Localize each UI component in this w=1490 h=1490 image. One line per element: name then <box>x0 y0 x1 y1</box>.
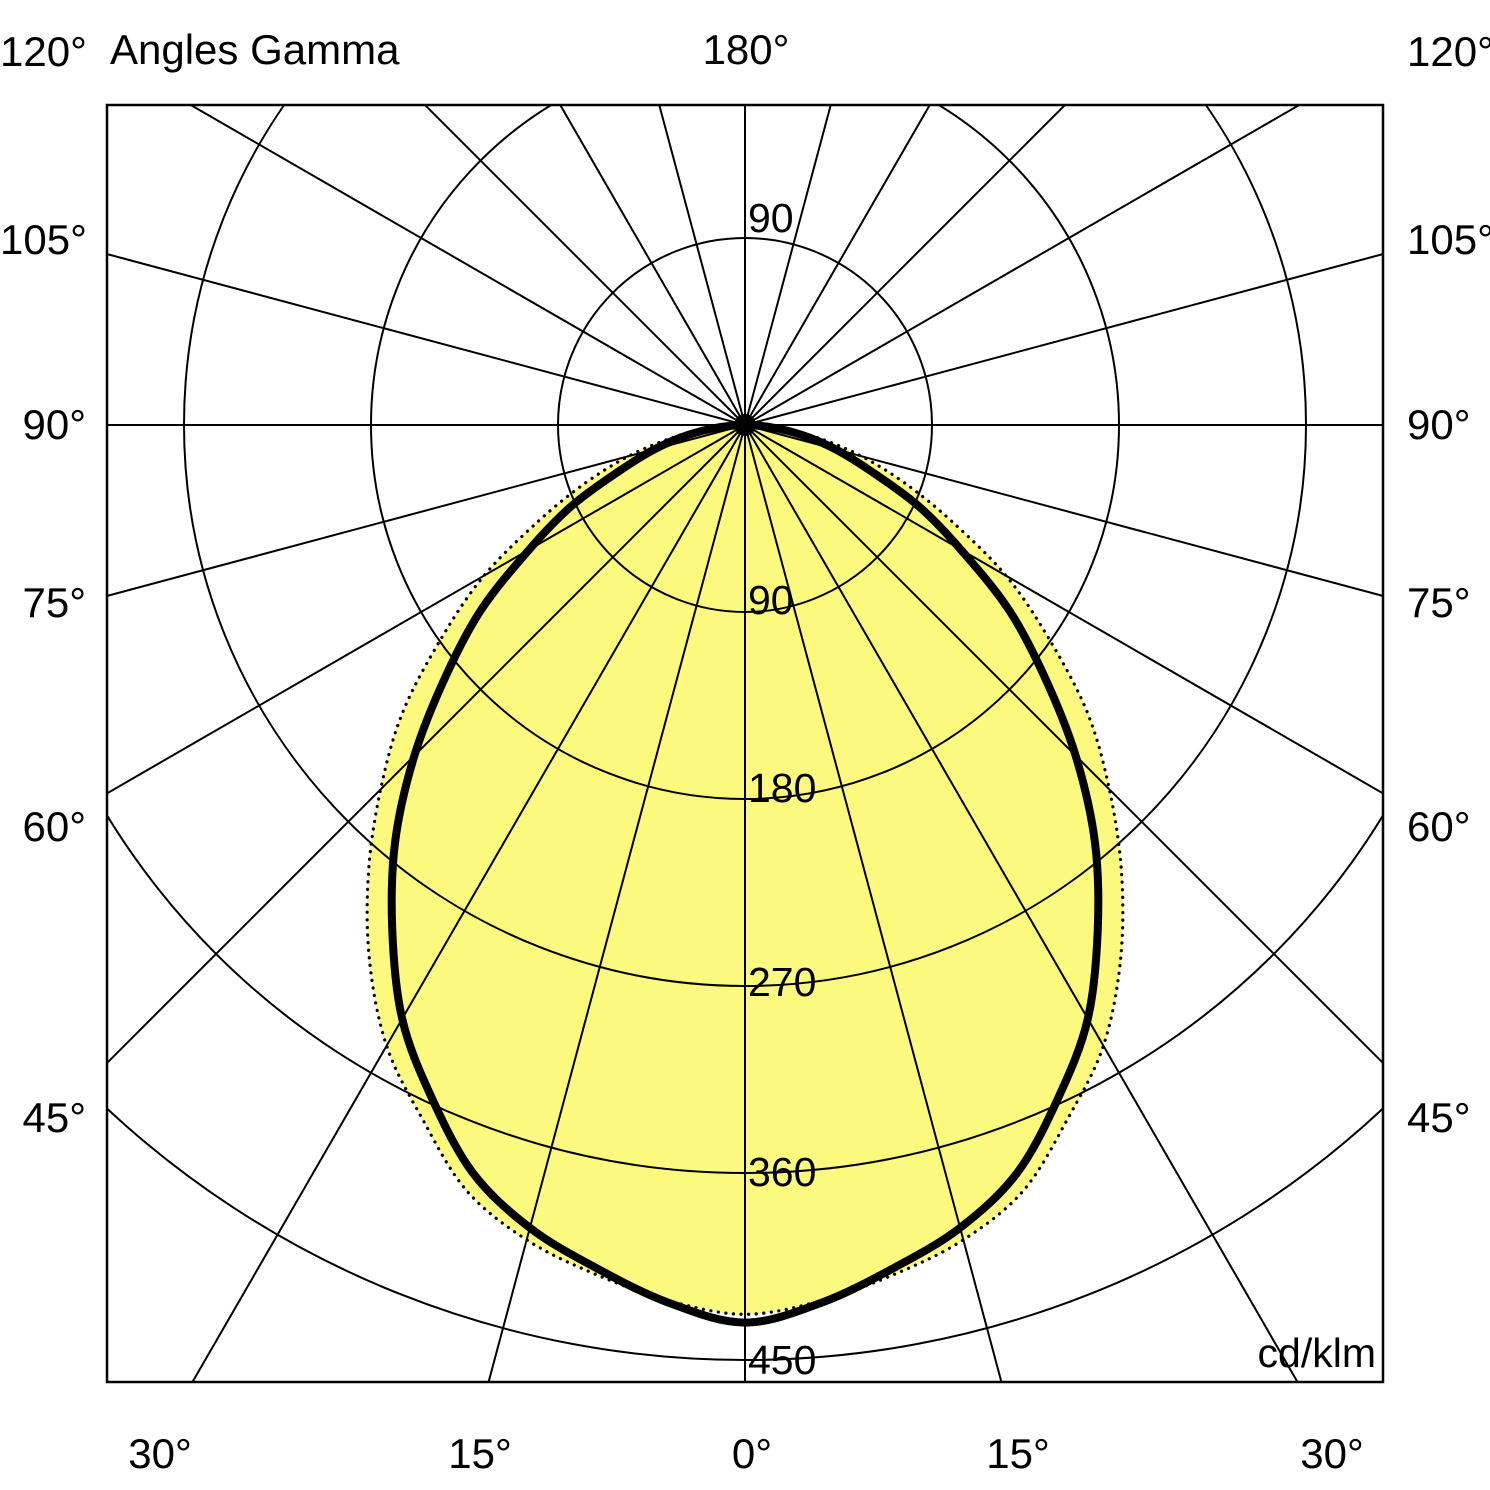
gamma-ray <box>107 424 746 1065</box>
page-title: Angles Gamma <box>110 26 400 73</box>
gamma-ray <box>559 105 746 426</box>
gamma-angle-label-right-75: 75° <box>1407 579 1471 626</box>
gamma-angle-label-bottom-30R: 30° <box>1300 1430 1364 1477</box>
gamma-ray <box>744 105 832 426</box>
gamma-ray <box>658 105 746 426</box>
unit-label: cd/klm <box>1257 1330 1376 1376</box>
gamma-angle-label-top: 180° <box>702 26 790 73</box>
gamma-ray <box>107 424 746 597</box>
gamma-angle-label-left-45: 45° <box>22 1094 86 1141</box>
gamma-ray <box>423 105 746 426</box>
gamma-ray <box>744 424 1383 597</box>
gamma-angle-label-right-45: 45° <box>1407 1094 1471 1141</box>
gamma-angle-label-right-90: 90° <box>1407 401 1471 448</box>
gamma-ray <box>191 424 746 1382</box>
radial-tick-label-180: 180 <box>748 765 817 811</box>
gamma-ray <box>744 105 1067 426</box>
radial-tick-label-450: 450 <box>748 1337 817 1383</box>
polar-origin-dot <box>734 414 756 436</box>
gamma-ray <box>744 105 1302 426</box>
gamma-ray <box>487 424 746 1382</box>
radial-tick-label-270: 270 <box>748 959 817 1005</box>
solid-curve <box>387 421 1103 1327</box>
gamma-ray <box>744 424 1299 1382</box>
radial-tick-label-90: 90 <box>748 577 794 623</box>
gamma-angle-label-bottom-30L: 30° <box>128 1430 192 1477</box>
gamma-ray <box>744 424 1383 1065</box>
gamma-angle-label-bottom-15R: 15° <box>986 1430 1050 1477</box>
gamma-ray <box>744 105 931 426</box>
gamma-ray <box>107 253 746 426</box>
gamma-ray <box>744 424 1003 1382</box>
gamma-angle-label-left-120: 120° <box>0 28 87 75</box>
gamma-ray <box>188 105 746 426</box>
gamma-angle-label-right-60: 60° <box>1407 803 1471 850</box>
gamma-angle-label-left-90: 90° <box>22 401 86 448</box>
gamma-ray <box>744 253 1383 426</box>
chart-frame <box>105 103 1385 1384</box>
gamma-angle-label-left-60: 60° <box>22 803 86 850</box>
gamma-angle-label-bottom-0: 0° <box>731 1430 773 1477</box>
gamma-angle-label-left-105: 105° <box>0 216 87 263</box>
radial-tick-label-90-top: 90 <box>748 195 794 241</box>
gamma-angle-label-right-105: 105° <box>1407 216 1490 263</box>
gamma-angle-label-left-75: 75° <box>22 579 86 626</box>
gamma-angle-label-bottom-15L: 15° <box>448 1430 512 1477</box>
radial-tick-label-360: 360 <box>748 1149 817 1195</box>
gamma-angle-label-right-120: 120° <box>1407 28 1490 75</box>
